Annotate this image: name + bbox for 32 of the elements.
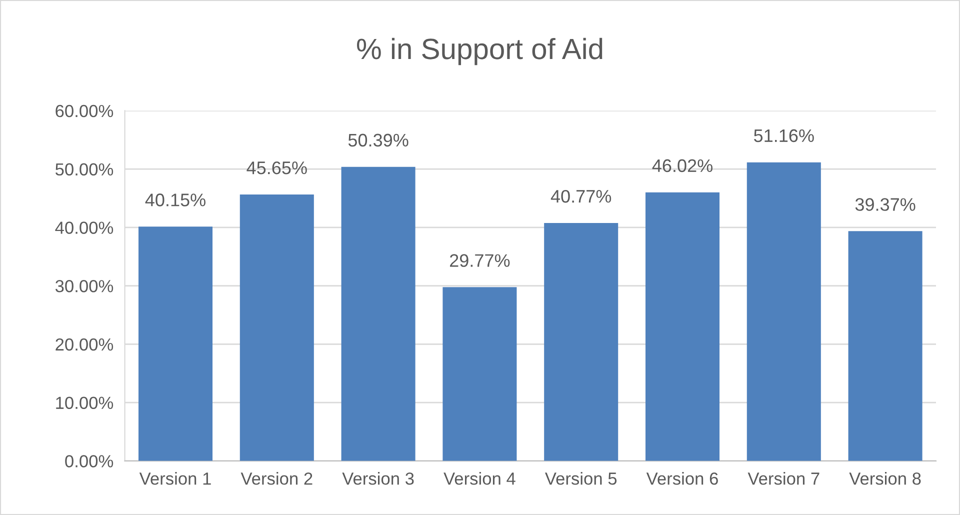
data-label: 50.39% (348, 134, 408, 147)
bar (746, 162, 821, 461)
x-tick-label: Version 7 (748, 472, 820, 485)
x-tick-label: Version 2 (240, 472, 312, 485)
data-label: 39.37% (855, 198, 916, 211)
y-tick-label: 20.00% (56, 338, 114, 351)
y-tick-label: 0.00% (65, 455, 114, 468)
x-tick-label: Version 5 (544, 472, 617, 485)
data-label: 40.77% (550, 190, 612, 203)
y-tick-label: 40.00% (55, 222, 114, 234)
y-tick-label: 30.00% (55, 280, 114, 292)
bar (240, 194, 314, 461)
y-tick-label: 10.00% (56, 396, 114, 410)
data-label: 51.16% (754, 129, 814, 142)
bar (442, 287, 517, 461)
data-label: 46.02% (652, 159, 712, 172)
x-tick-label: Version 1 (139, 472, 211, 485)
bar (544, 222, 618, 461)
bar (848, 231, 922, 461)
chart-title: % in Support of Aid (357, 38, 602, 66)
bar (138, 226, 213, 461)
data-label: 40.15% (145, 194, 206, 206)
x-tick-label: Version 4 (444, 472, 516, 485)
x-tick-label: Version 6 (646, 472, 718, 485)
bar (341, 166, 416, 461)
x-tick-label: Version 3 (342, 472, 414, 485)
data-label: 45.65% (246, 161, 307, 174)
y-tick-label: 50.00% (56, 163, 114, 176)
y-tick-label: 60.00% (56, 104, 114, 118)
bar (645, 192, 720, 461)
x-tick-label: Version 8 (849, 472, 921, 485)
data-label: 29.77% (450, 254, 510, 267)
